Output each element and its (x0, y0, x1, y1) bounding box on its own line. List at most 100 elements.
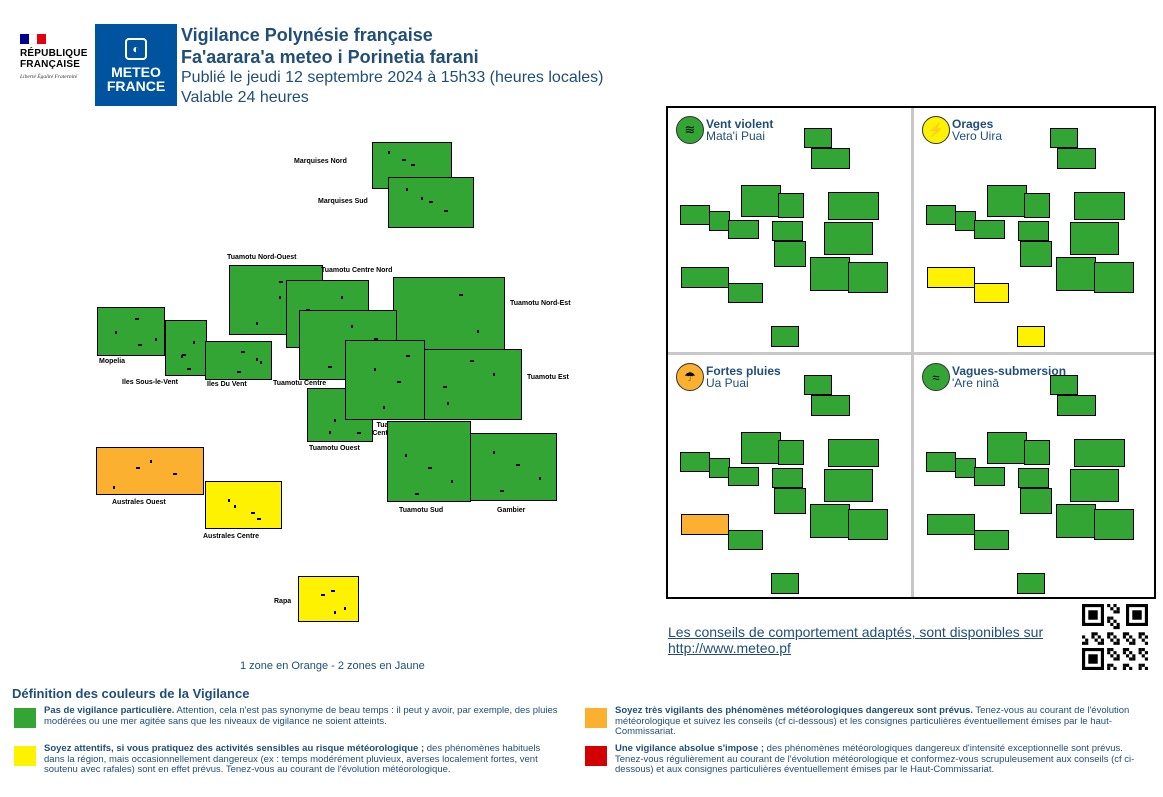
island-mark (470, 360, 474, 362)
mini-zone (824, 222, 873, 255)
mini-zone (741, 432, 781, 464)
island-mark (187, 368, 191, 370)
mini-zone (811, 395, 850, 416)
zone-australes-ouest (96, 447, 204, 495)
island-mark (447, 402, 449, 405)
zone-label: Mopelia (99, 358, 126, 365)
zone-label: Iles Sous-le-Vent (122, 379, 179, 386)
legend-swatch (585, 746, 607, 766)
phenomenon-wind: ≋ Vent violent Mata'i Puai (668, 108, 911, 351)
qr-code-icon (1082, 604, 1148, 670)
zone-label: Marquises Sud (318, 198, 368, 205)
mini-zone (1017, 326, 1045, 347)
island-mark (374, 368, 376, 371)
island-mark (459, 294, 463, 296)
island-mark (181, 355, 183, 358)
island-mark (415, 493, 419, 495)
zone-gambier (470, 433, 557, 501)
zone-label: Tuamotu Centre Nord (321, 267, 393, 274)
mini-zone (955, 211, 976, 231)
mini-zone (1018, 221, 1049, 241)
mini-zone (810, 257, 850, 291)
island-mark (351, 325, 353, 328)
legend-swatch (14, 708, 36, 728)
island-mark (182, 354, 186, 356)
mini-zone (778, 193, 804, 218)
zone-label: Marquises Nord (294, 158, 347, 165)
mini-zone (848, 509, 888, 540)
island-mark (539, 477, 541, 480)
island-mark (421, 197, 423, 200)
island-mark (402, 159, 406, 161)
wave-icon: ≈ (922, 363, 950, 391)
zone-iles-du-vent (205, 341, 272, 380)
legend-text-body: des phénomènes météorologiques dangereux… (615, 743, 1135, 775)
island-mark (329, 431, 331, 434)
mini-zone (680, 452, 710, 472)
zone-mopelia (97, 307, 165, 356)
phenomenon-title: Vagues-submersion (952, 364, 1067, 378)
island-mark (136, 467, 140, 469)
mini-zone (974, 220, 1005, 239)
mini-zone (1050, 375, 1078, 395)
mini-zone (974, 283, 1009, 303)
mini-zone (1017, 573, 1045, 594)
mini-zone (1050, 128, 1078, 148)
mini-zone (680, 205, 710, 225)
legend-text-bold: Soyez attentifs, si vous pratiquez des a… (44, 743, 425, 754)
legend-title: Définition des couleurs de la Vigilance (12, 686, 250, 701)
island-mark (331, 590, 335, 592)
island-mark (234, 505, 236, 508)
island-mark (256, 322, 258, 325)
wind-icon: ≋ (676, 116, 704, 144)
mini-zone (828, 439, 879, 467)
island-mark (241, 351, 245, 353)
zone-label: Tuamotu Est (527, 374, 569, 381)
legend-text-body: des phénomènes habituels dans la région,… (44, 743, 541, 775)
island-mark (279, 296, 281, 299)
page-title-tahitian: Fa'aarara'a meteo i Porinetia farani (181, 47, 479, 67)
island-mark (344, 607, 346, 610)
zone-label: Tuamotu Ouest (309, 445, 360, 452)
mini-zone (1020, 488, 1052, 514)
bulletin-header: Vigilance Polynésie française Fa'aarara'… (181, 24, 604, 108)
island-mark (411, 164, 415, 166)
mini-zone (824, 469, 873, 502)
french-flag-icon (20, 34, 47, 44)
zone-label: Australes Centre (203, 533, 260, 540)
mini-zone (728, 467, 759, 486)
mini-zone (709, 458, 730, 478)
island-mark (374, 338, 378, 340)
island-mark (493, 373, 495, 376)
island-mark (138, 344, 142, 346)
advice-text[interactable]: Les conseils de comportement adaptés, so… (668, 624, 1043, 656)
mini-zone (848, 262, 888, 293)
island-mark (429, 201, 433, 203)
island-mark (193, 341, 195, 344)
island-mark (256, 358, 258, 361)
zone-tuamotu-sud (387, 421, 471, 502)
mini-zone (987, 432, 1027, 464)
zone-label: Australes Ouest (112, 499, 166, 506)
mini-zone (1070, 469, 1119, 502)
mini-zone (728, 283, 763, 303)
mini-zone (709, 211, 730, 231)
republic-motto: Liberté Égalité Fraternité (20, 74, 78, 80)
advice-line[interactable]: Les conseils de comportement adaptés, so… (668, 624, 1044, 640)
island-mark (406, 355, 410, 357)
advice-link[interactable]: http://www.meteo.pf (668, 640, 791, 656)
phenomenon-title-tahitian: Ua Puai (706, 376, 749, 390)
mini-zone (772, 468, 803, 488)
island-mark (260, 361, 262, 364)
mini-zone (927, 267, 975, 288)
phenomenon-title-tahitian: Vero Uira (952, 129, 1003, 143)
island-mark (321, 594, 325, 596)
zone-label: Tuamotu Nord-Est (510, 300, 571, 307)
island-mark (135, 318, 139, 320)
legend-text-bold: Pas de vigilance particulière. (44, 705, 175, 716)
legend-text-bold: Soyez très vigilants des phénomènes mété… (615, 705, 973, 716)
mini-zone (774, 488, 806, 514)
legend-swatch (14, 746, 36, 766)
mini-zone (1094, 509, 1134, 540)
mini-zone (1020, 241, 1052, 267)
